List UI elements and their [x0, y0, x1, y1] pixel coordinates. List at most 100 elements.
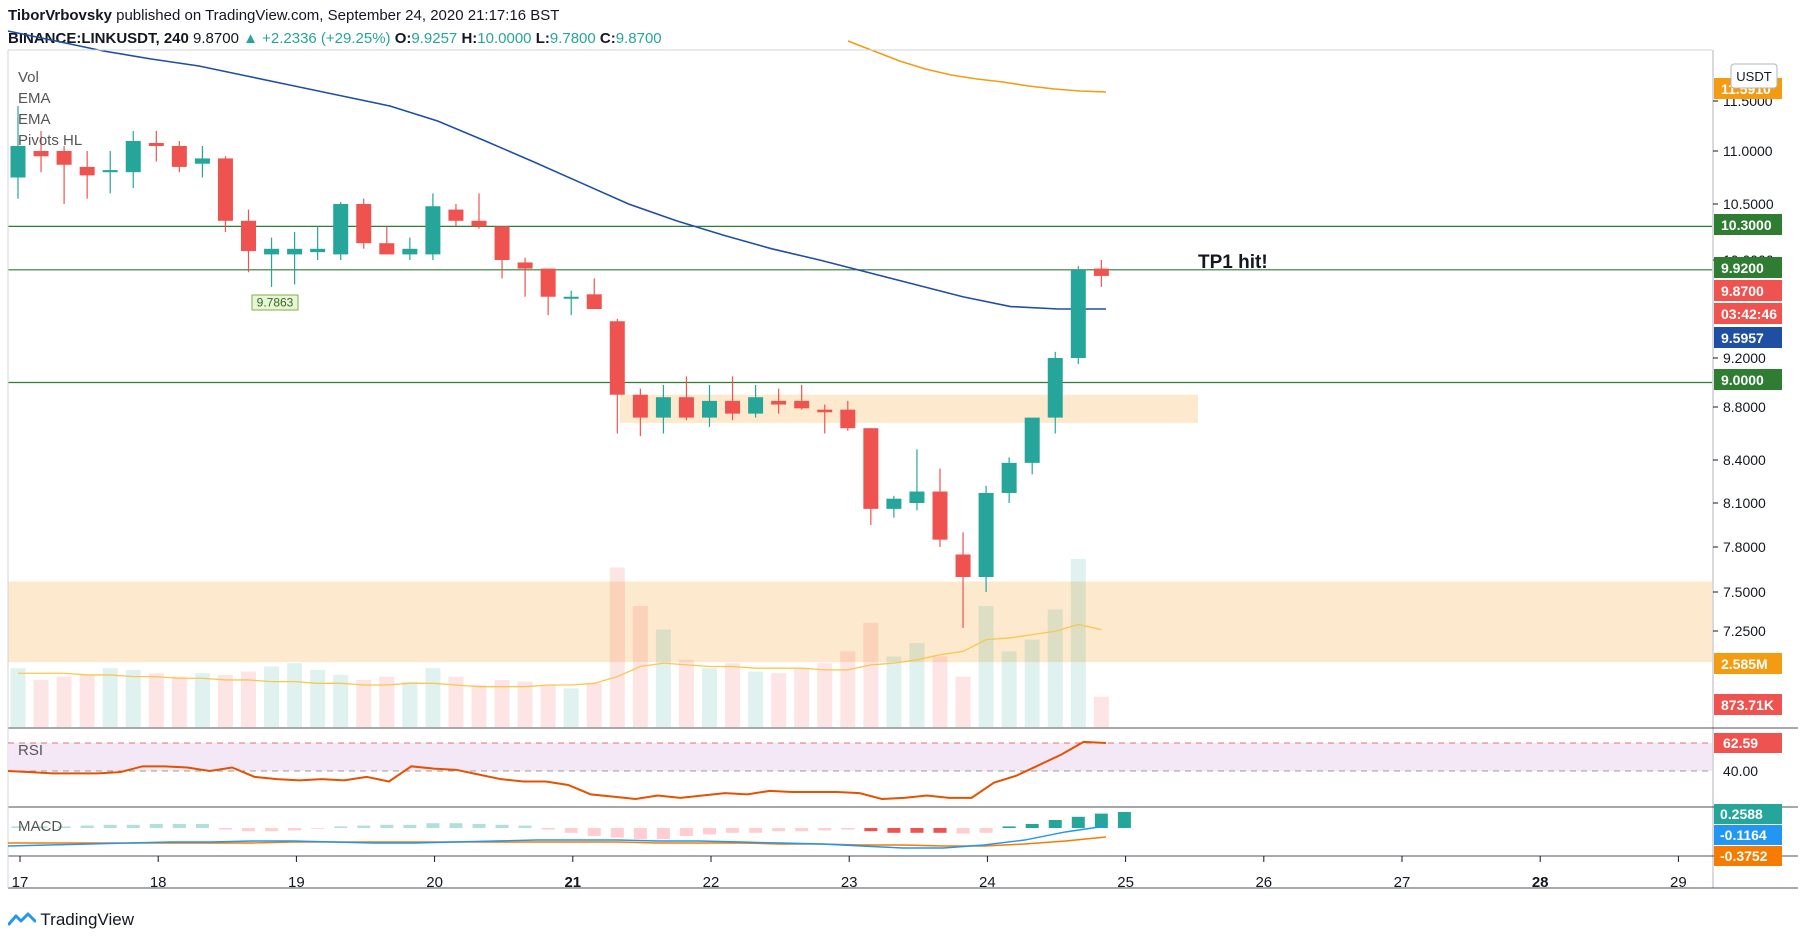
macd-pane: MACD 0.2588 -0.1164 -0.3752	[7, 804, 1782, 866]
macd-value-box-1	[1714, 825, 1782, 845]
macd-hist-bar-11	[265, 828, 279, 832]
indicator-vol[interactable]: Vol	[18, 69, 39, 86]
candle-33	[771, 388, 787, 414]
candle-body	[1024, 417, 1040, 463]
price-label-text: 9.0000	[1721, 372, 1764, 388]
candle-body	[978, 492, 994, 577]
close-value: 9.8700	[615, 30, 662, 47]
open-label: O:	[394, 30, 412, 47]
price-label-box	[1714, 369, 1782, 390]
volume-bar-18	[425, 668, 441, 727]
candle-44	[1024, 417, 1040, 475]
footer-logo[interactable]: TradingView	[8, 910, 134, 930]
price-tick-10: 7.2500	[1723, 623, 1766, 639]
candle-body	[632, 394, 648, 418]
candle-15	[356, 198, 372, 249]
volume-bar-44	[1024, 639, 1040, 727]
volume-bar-23	[540, 685, 556, 727]
indicator-ema-2[interactable]: EMA	[18, 111, 51, 128]
publish-info: TiborVrbovsky published on TradingView.c…	[8, 7, 559, 24]
macd-hist-bar-6	[149, 824, 163, 828]
candle-22	[517, 257, 533, 297]
volume-bar-43	[1001, 651, 1017, 727]
tradingview-logo-icon	[8, 912, 36, 926]
volume-bar-34	[794, 668, 810, 727]
candle-body	[494, 226, 510, 260]
candle-19	[448, 204, 464, 227]
rsi-pane: RSI 62.59 40.00	[7, 733, 1782, 801]
volume-bar-19	[448, 676, 464, 727]
volume-bar-29	[678, 659, 694, 727]
price-label-box	[1714, 694, 1782, 715]
indicator-pivots[interactable]: Pivots HL	[18, 132, 82, 149]
macd-hist-bar-4	[103, 824, 117, 828]
macd-hist-bar-20	[472, 824, 486, 828]
candle-11	[264, 237, 280, 287]
price-label-box	[1714, 327, 1782, 348]
candle-body	[56, 151, 72, 165]
price-label-text: 2.585M	[1721, 656, 1768, 672]
price-tick-7: 8.1000	[1723, 495, 1766, 511]
macd-hist-bar-26	[610, 828, 624, 838]
macd-hist-bar-42	[979, 828, 993, 833]
volume-bar-30	[702, 668, 717, 727]
macd-signal-line	[8, 836, 1107, 847]
price-tick-1: 11.0000	[1723, 143, 1773, 159]
rsi-band	[8, 743, 1712, 771]
currency-box[interactable]: USDT	[1730, 63, 1778, 89]
candle-41	[955, 532, 971, 628]
price-label-5: 9.5957	[1714, 327, 1782, 348]
volume-bar-32	[748, 671, 764, 727]
ema-long-line	[847, 40, 1107, 93]
zone-1	[8, 581, 1712, 663]
volume-bar-7	[171, 676, 187, 727]
price-label-text: 03:42:46	[1721, 306, 1777, 322]
candle-37	[863, 428, 879, 525]
candle-36	[840, 400, 856, 431]
candle-38	[886, 495, 902, 518]
author-name[interactable]: TiborVrbovsky	[8, 7, 112, 24]
candle-40	[932, 468, 948, 547]
candle-body	[817, 409, 833, 413]
rsi-value-0: 62.59	[1723, 735, 1758, 751]
candle-18	[425, 193, 441, 260]
rsi-label: RSI	[18, 742, 43, 759]
candles	[10, 106, 1109, 628]
low-label: L:	[535, 30, 550, 47]
candle-23	[540, 268, 556, 316]
time-tick-6: 23	[841, 874, 858, 891]
tp1-annotation[interactable]: TP1 hit!	[1198, 252, 1268, 273]
indicator-ema-1[interactable]: EMA	[18, 90, 51, 107]
price-tick-4: 9.2000	[1723, 350, 1766, 366]
volume-bar-14	[333, 674, 349, 727]
candle-body	[379, 243, 395, 255]
macd-hist-bar-47	[1094, 813, 1108, 828]
rsi-value-box-0	[1714, 733, 1782, 753]
volume-bar-31	[725, 663, 741, 727]
candle-body	[1093, 268, 1109, 276]
candle-body	[10, 146, 26, 178]
macd-hist-bar-7	[172, 824, 186, 828]
macd-hist-bar-17	[403, 824, 417, 828]
candle-body	[609, 321, 625, 395]
volume-bar-8	[194, 673, 210, 727]
candle-body	[932, 491, 948, 540]
volume-bar-28	[655, 629, 671, 727]
chart-frame	[7, 49, 1798, 889]
macd-hist-bar-35	[818, 828, 832, 831]
volume-bar-5	[125, 669, 141, 727]
macd-hist-bar-8	[195, 824, 209, 828]
macd-hist-bar-21	[495, 824, 509, 828]
ema-lines	[7, 30, 1107, 310]
volume-bar-46	[1070, 559, 1086, 727]
macd-hist-bar-40	[933, 828, 947, 833]
macd-hist-bar-13	[311, 828, 325, 829]
candle-20	[471, 193, 487, 229]
candle-body	[333, 204, 349, 255]
volume-bar-45	[1047, 609, 1063, 727]
candle-body	[586, 294, 602, 309]
volume-bar-6	[148, 673, 164, 727]
price-label-box	[1714, 214, 1782, 235]
candle-body	[217, 158, 233, 221]
